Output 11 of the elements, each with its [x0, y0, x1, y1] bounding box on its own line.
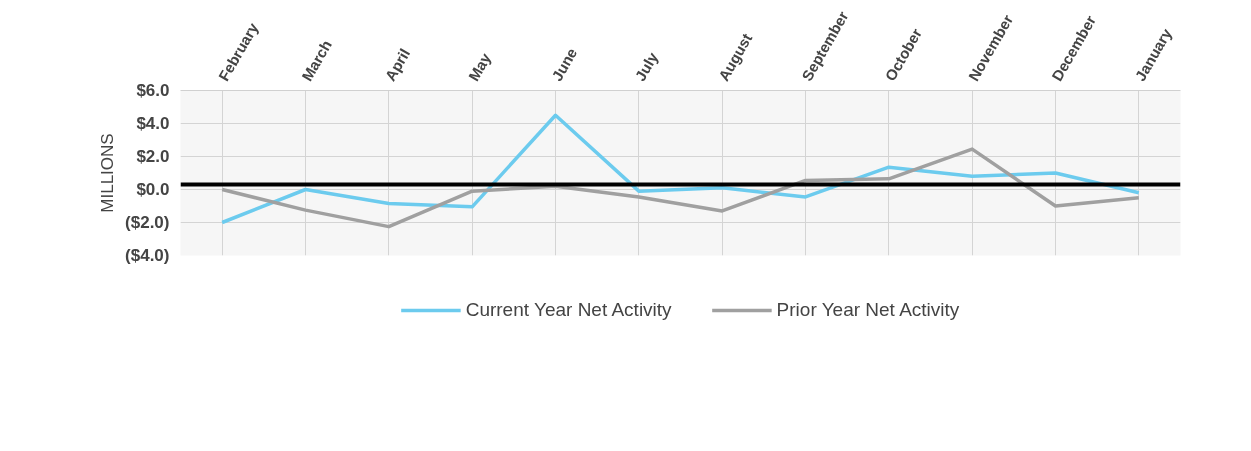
y-tick-label: $4.0: [136, 114, 170, 133]
y-tick-label: ($4.0): [125, 246, 170, 265]
legend-label: Current Year Net Activity: [465, 299, 672, 321]
line-series: [220, 113, 1141, 225]
y-tick-label: ($2.0): [125, 213, 170, 232]
y-tick-label: $6.0: [136, 81, 170, 100]
legend-label: Prior Year Net Activity: [776, 299, 960, 321]
line-series: [220, 147, 1141, 229]
y-tick-label: $2.0: [136, 147, 170, 166]
y-axis-title: MILLIONS: [98, 133, 118, 213]
y-tick-label: $0.0: [136, 180, 170, 199]
